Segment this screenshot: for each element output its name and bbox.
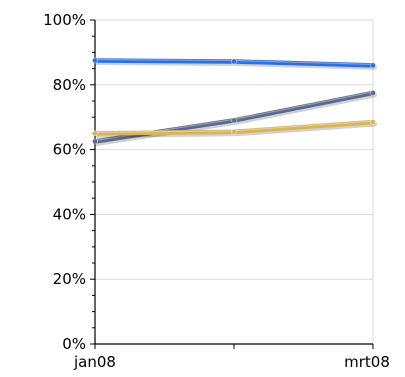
series-point xyxy=(369,89,376,96)
y-tick-label: 60% xyxy=(53,141,86,159)
series-point xyxy=(92,130,99,137)
x-tick-label-last: mrt08 xyxy=(344,353,390,371)
series-3 xyxy=(92,119,377,138)
series-lines xyxy=(92,57,377,146)
series-point xyxy=(230,128,237,135)
series-point xyxy=(230,117,237,124)
series-point xyxy=(92,138,99,145)
grid-lines xyxy=(95,19,373,280)
x-tick-label-first: jan08 xyxy=(73,353,116,371)
series-point xyxy=(369,119,376,126)
y-tick-label: 20% xyxy=(53,270,86,288)
y-tick-label: 80% xyxy=(53,76,86,94)
y-tick-label: 100% xyxy=(43,11,86,29)
series-1 xyxy=(92,57,377,70)
series-point xyxy=(230,58,237,65)
series-point xyxy=(369,62,376,69)
tick-labels: 0% 20% 40% 60% 80% 100% jan08 mrt08 xyxy=(43,11,390,371)
axes xyxy=(90,19,374,349)
y-tick-label: 40% xyxy=(53,205,86,223)
y-tick-label: 0% xyxy=(62,335,86,353)
series-point xyxy=(92,57,99,64)
